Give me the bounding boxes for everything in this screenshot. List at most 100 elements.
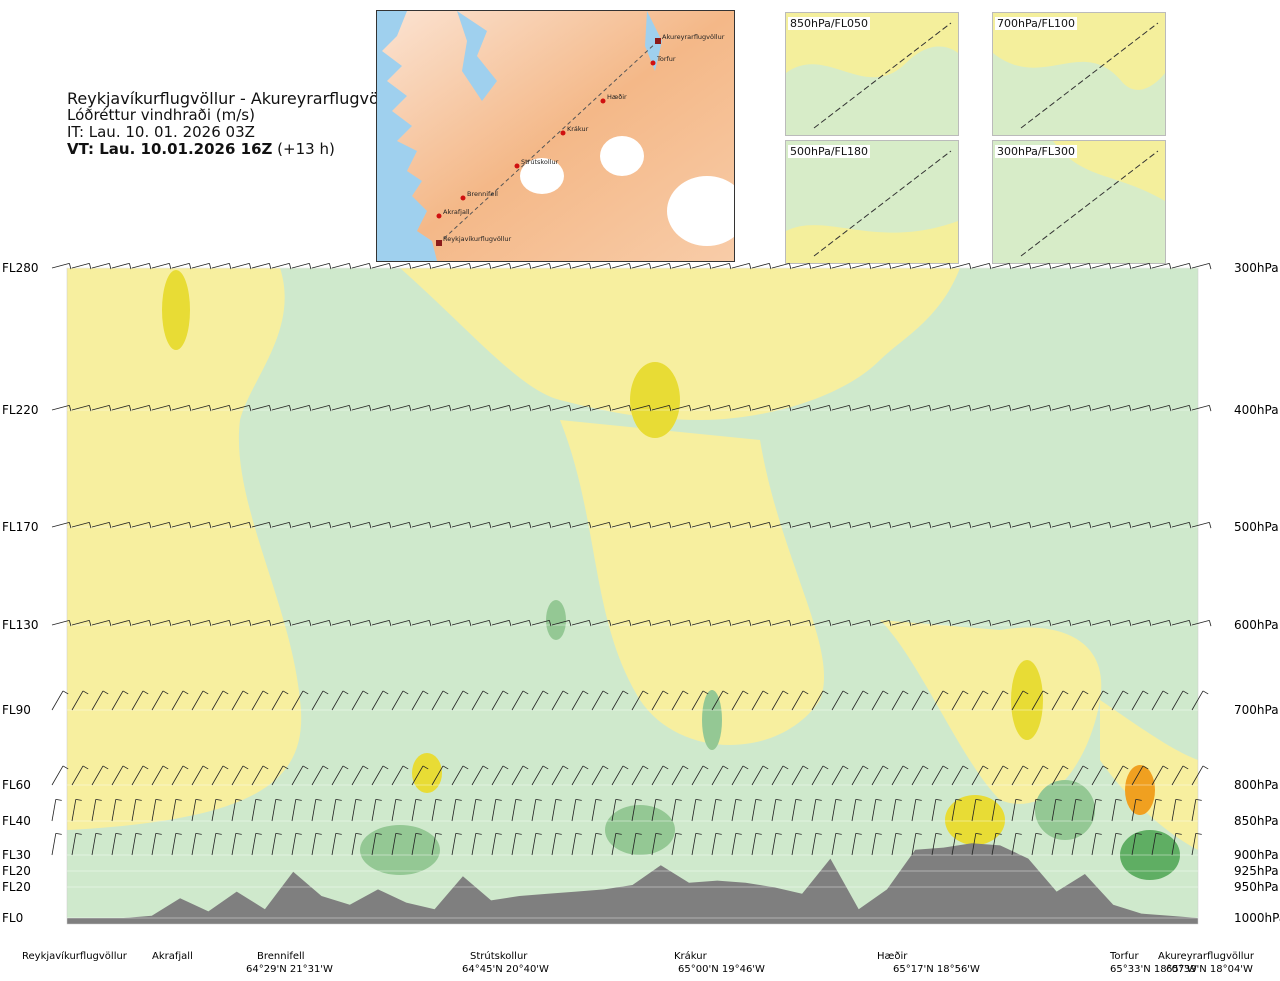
wind-barb (331, 765, 349, 786)
wind-barb (1051, 765, 1069, 786)
wind-barb (1031, 832, 1042, 856)
wind-barb (1091, 798, 1102, 822)
fl-label: FL20 (2, 864, 31, 878)
wind-barb (1111, 521, 1132, 529)
wind-barb (551, 690, 569, 711)
location-coord: 65°17'N 18°56'W (893, 964, 980, 975)
wind-barb (711, 765, 729, 786)
wind-barb (1151, 690, 1169, 711)
wind-barb (711, 262, 732, 270)
wind-barb (871, 262, 892, 270)
wind-barb (311, 690, 329, 711)
wind-barb (131, 262, 152, 270)
wind-barb (691, 619, 712, 627)
wind-barb (151, 262, 172, 270)
wind-barb (1071, 521, 1092, 529)
wind-barb (791, 832, 802, 856)
wind-barb (571, 262, 592, 270)
wind-barb (471, 690, 489, 711)
wind-barb (151, 832, 162, 856)
route-title: Reykjavíkurflugvöllur - Akureyrarflugvöl… (67, 89, 405, 108)
wind-barb (431, 690, 449, 711)
wind-barb (1151, 798, 1162, 822)
location-labels: Reykjavíkurflugvöllur Akrafjall Brennifell… (22, 950, 1255, 975)
wind-barb (1031, 765, 1049, 786)
wind-barb (971, 521, 992, 529)
wind-barb (491, 521, 512, 529)
wind-barb (891, 798, 902, 822)
wind-barb (951, 619, 972, 627)
wind-barb (591, 404, 612, 412)
wind-barb (251, 798, 262, 822)
wind-barb (771, 619, 792, 627)
wind-barb (1071, 404, 1092, 412)
wind-barb (391, 521, 412, 529)
wind-barb (391, 765, 409, 786)
wind-barb (1131, 619, 1152, 627)
issue-time: IT: Lau. 10. 01. 2026 03Z (67, 123, 255, 141)
wind-barb (891, 832, 902, 856)
wind-barb (931, 262, 952, 270)
wind-barb (291, 832, 302, 856)
wind-barb (851, 404, 872, 412)
wind-barb (1191, 765, 1209, 786)
wind-barb (691, 798, 702, 822)
wind-barb (171, 262, 192, 270)
wind-barb (391, 832, 402, 856)
wind-barb (931, 521, 952, 529)
map-waypoint-marker (460, 195, 466, 201)
wind-barb (731, 765, 749, 786)
field-downdraft-west (67, 268, 302, 830)
wind-barb (391, 262, 412, 270)
wind-barb (751, 798, 762, 822)
location-coord: 64°29'N 21°31'W (246, 964, 333, 975)
wind-barb (1191, 521, 1212, 529)
vertical-velocity-field (67, 268, 1198, 924)
wind-barb (651, 404, 672, 412)
wind-barb (291, 521, 312, 529)
wind-barb (51, 521, 72, 529)
wind-barb (811, 690, 829, 711)
wind-barb (251, 262, 272, 270)
wind-barb (731, 832, 742, 856)
panel-700-field (993, 13, 1165, 135)
wind-barb (271, 690, 289, 711)
hpa-label: 850hPa (1234, 814, 1279, 828)
wind-barb (431, 404, 452, 412)
fl-label: FL220 (2, 403, 39, 417)
wind-barb (351, 765, 369, 786)
wind-barb (971, 798, 982, 822)
panel-700: 700hPa/FL100 (992, 12, 1166, 136)
pressure-level-labels: 300hPa 400hPa 500hPa 600hPa 700hPa 800hPa 850h… (1234, 261, 1280, 925)
wind-barb (731, 404, 752, 412)
wind-barb (991, 521, 1012, 529)
wind-barb (1171, 798, 1182, 822)
wind-barb (1011, 619, 1032, 627)
wind-barb (1111, 832, 1122, 856)
wind-barb (151, 619, 172, 627)
flight-level-labels: FL280 FL220 FL170 FL130 FL90 FL60 FL40 FL30 FL20… (2, 261, 39, 925)
wind-barb (751, 262, 772, 270)
wind-barb (191, 765, 209, 786)
hpa-label: 700hPa (1234, 703, 1279, 717)
wind-barb (291, 765, 309, 786)
wind-barb (1091, 765, 1109, 786)
wind-barb (1111, 765, 1129, 786)
wind-barb (211, 832, 222, 856)
wind-barb (531, 832, 542, 856)
wind-barb (831, 404, 852, 412)
wind-barb (811, 798, 822, 822)
wind-barb (951, 765, 969, 786)
wind-barb (731, 690, 749, 711)
wind-barb (1071, 832, 1082, 856)
wind-barb (311, 262, 332, 270)
wind-barb (231, 262, 252, 270)
route-map-svg: Akureyrarflugvöllur Torfur Hæðir Krákur Strú… (382, 11, 734, 261)
wind-barb (211, 619, 232, 627)
wind-barb (651, 690, 669, 711)
wind-barb (231, 832, 242, 856)
wind-barb (811, 619, 832, 627)
wind-barb (431, 832, 442, 856)
wind-barb (171, 404, 192, 412)
wind-barb (731, 798, 742, 822)
